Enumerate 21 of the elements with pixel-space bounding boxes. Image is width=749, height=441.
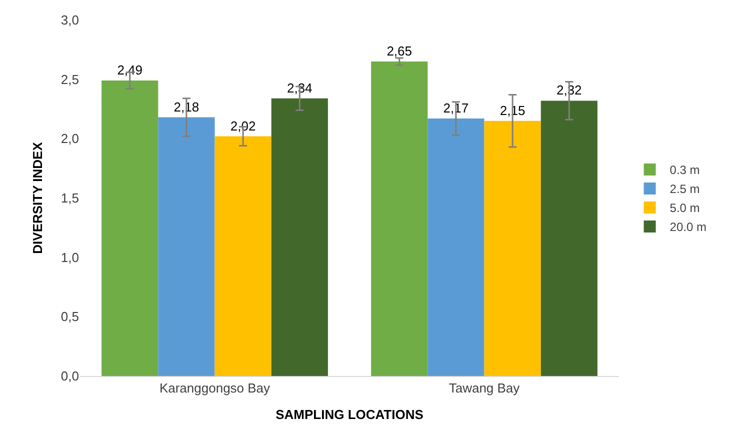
legend-label: 20.0 m	[670, 220, 706, 234]
x-tick-label: Karanggongso Bay	[159, 380, 271, 396]
y-tick-label: 1,0	[60, 250, 79, 265]
data-label: 2,34	[286, 80, 312, 96]
y-tick-label: 1,5	[60, 190, 79, 206]
y-tick-label: 2,0	[60, 131, 79, 146]
data-label: 2,18	[174, 99, 200, 114]
data-label: 2,32	[556, 82, 582, 98]
y-tick-label: 2,5	[60, 72, 79, 87]
y-tick-label: 0,0	[60, 368, 79, 384]
data-label: 2,15	[500, 102, 526, 118]
legend-label: 0.3 m	[670, 163, 700, 178]
data-label: 2,17	[443, 100, 469, 116]
y-tick-label: 3,0	[60, 12, 79, 28]
y-axis-title: DIVERSITY INDEX	[30, 142, 45, 254]
data-label: 2,65	[386, 44, 412, 59]
x-tick-label: Tawang Bay	[448, 380, 520, 396]
legend-label: 2.5 m	[670, 182, 700, 196]
x-axis-title: SAMPLING LOCATIONS	[276, 407, 424, 422]
legend-label: 5.0 m	[670, 201, 700, 216]
y-tick-label: 0,5	[60, 309, 79, 324]
